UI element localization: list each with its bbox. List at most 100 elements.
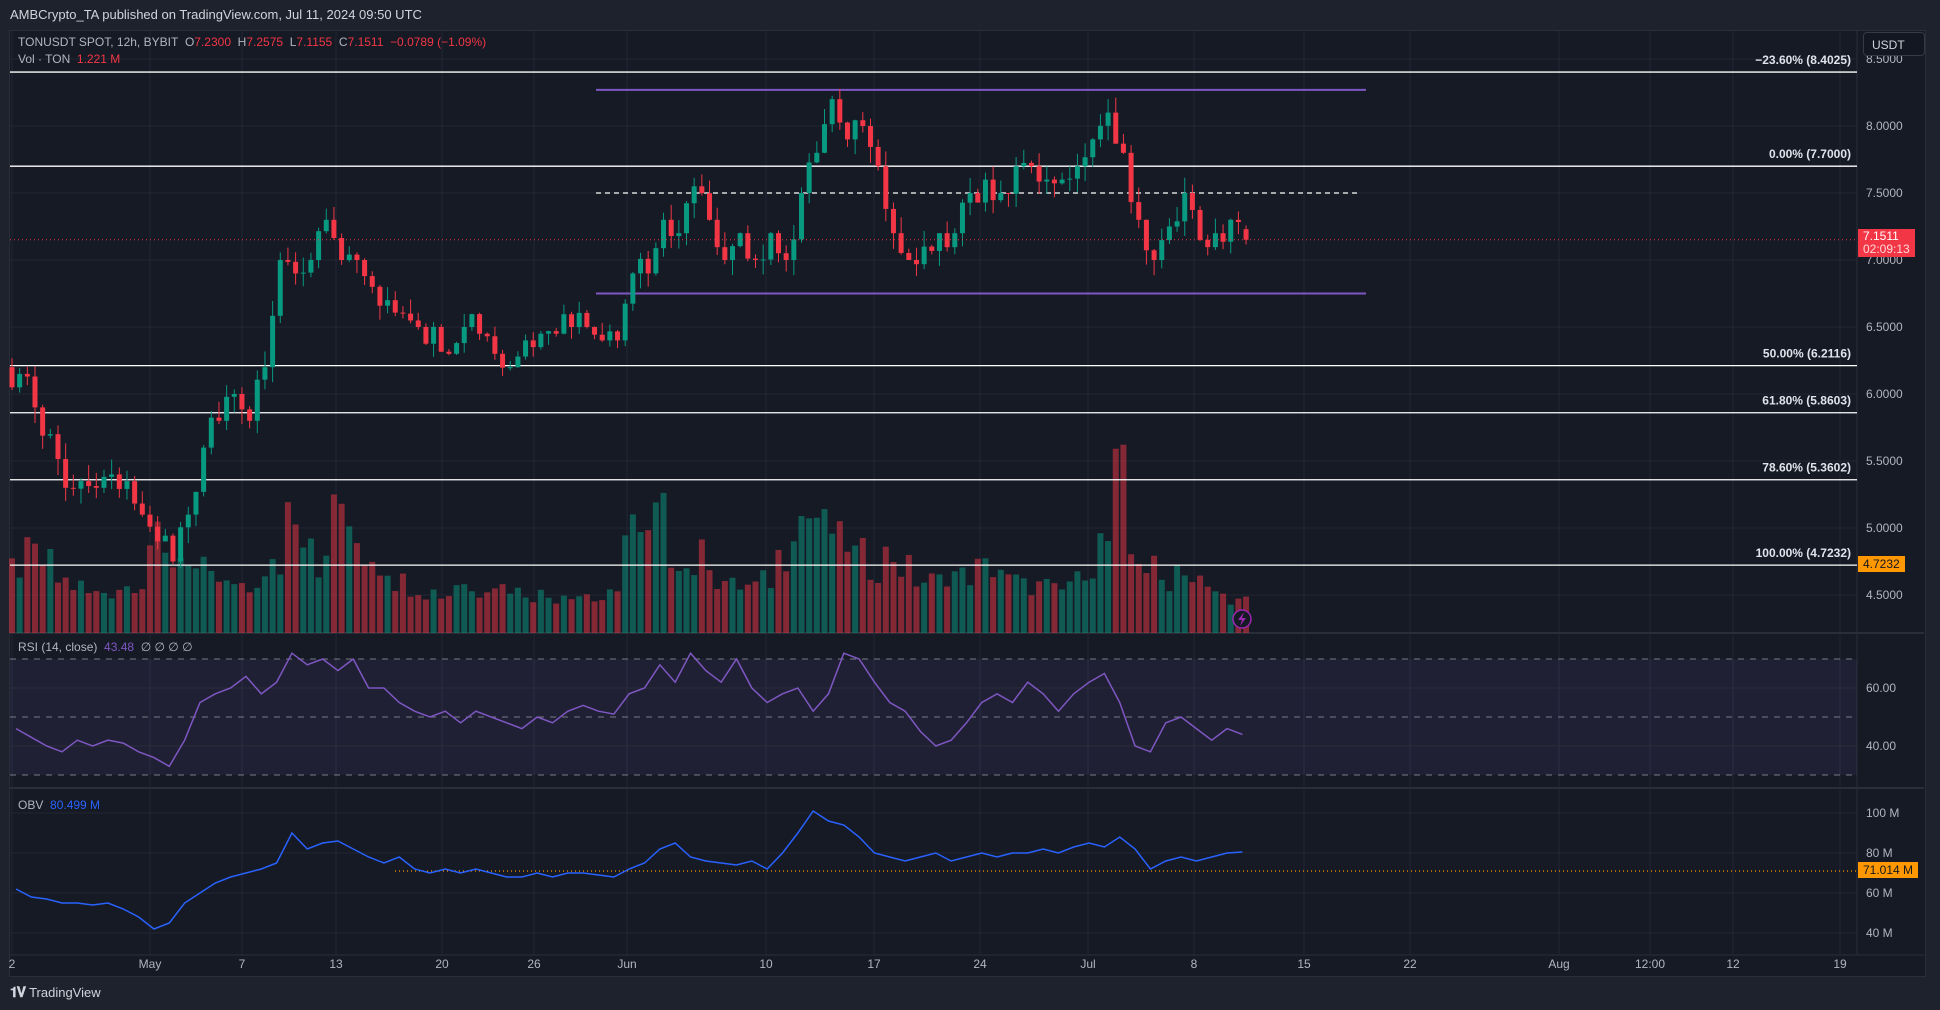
- candle-body: [653, 248, 659, 274]
- low-value: 7.1155: [296, 35, 333, 49]
- candle-body: [270, 315, 276, 368]
- volume-bar: [1220, 593, 1227, 633]
- candle-body: [1105, 112, 1111, 126]
- volume-bar: [821, 509, 828, 633]
- volume-bar: [729, 577, 736, 633]
- time-axis-label: 24: [973, 957, 987, 971]
- symbol-name[interactable]: TONUSDT SPOT, 12h, BYBIT: [18, 35, 179, 49]
- candle-body: [484, 333, 490, 337]
- candle-body: [239, 394, 245, 410]
- volume-bar: [867, 579, 874, 633]
- candle-body: [1028, 162, 1034, 167]
- candle-body: [913, 260, 919, 265]
- volume-bar: [982, 558, 989, 633]
- candle-body: [178, 527, 184, 562]
- volume-bar: [300, 547, 307, 633]
- volume-bar: [668, 567, 675, 633]
- candle-body: [262, 367, 268, 380]
- volume-bar: [775, 549, 782, 633]
- candle-body: [852, 120, 858, 140]
- volume-bar: [338, 503, 345, 633]
- candle-body: [78, 481, 84, 489]
- volume-bar: [1059, 589, 1066, 633]
- candle-body: [415, 320, 421, 327]
- currency-button[interactable]: USDT: [1863, 32, 1925, 56]
- candle-body: [254, 379, 260, 421]
- volume-bar: [1013, 574, 1020, 633]
- chart-panel[interactable]: [9, 30, 1926, 977]
- low-label: L: [289, 35, 297, 49]
- volume-bar: [836, 521, 843, 633]
- candle-body: [193, 491, 199, 515]
- price-axis-label: 6.0000: [1866, 387, 1903, 401]
- candle-body: [607, 331, 613, 341]
- candle-body: [116, 474, 122, 489]
- rsi-label[interactable]: RSI (14, close): [18, 640, 98, 654]
- volume-bar: [675, 570, 682, 633]
- volume-bar: [461, 584, 468, 633]
- volume-bar: [1204, 586, 1211, 633]
- volume-bar: [292, 524, 299, 633]
- candle-body: [875, 146, 881, 167]
- volume-bar: [453, 585, 460, 633]
- volume-bar: [721, 581, 728, 633]
- candle-body: [530, 340, 536, 348]
- rsi-extra: ∅ ∅ ∅ ∅: [140, 640, 193, 654]
- volume-bar: [1128, 554, 1135, 633]
- candle-body: [844, 122, 850, 140]
- candle-body: [216, 417, 222, 421]
- candle-body: [32, 376, 38, 408]
- volume-bar: [752, 581, 759, 633]
- candle-body: [109, 474, 115, 477]
- close-value: 7.1511: [347, 35, 384, 49]
- tradingview-logo-icon: 𝟏𝐕: [10, 984, 26, 1000]
- volume-bar: [913, 586, 920, 633]
- volume-bar: [951, 571, 958, 633]
- candle-body: [707, 193, 713, 220]
- candle-body: [668, 219, 674, 237]
- candle-body: [622, 303, 628, 341]
- volume-bar: [246, 592, 253, 633]
- candle-body: [1051, 179, 1057, 184]
- brand-name[interactable]: TradingView: [29, 985, 101, 1000]
- volume-bar: [905, 554, 912, 633]
- candle-body: [1036, 166, 1042, 182]
- obv-label[interactable]: OBV: [18, 798, 44, 812]
- volume-bar: [77, 580, 84, 633]
- candle-body: [162, 535, 168, 542]
- volume-bar: [93, 591, 100, 633]
- volume-bar: [192, 568, 199, 633]
- volume-bar: [1097, 533, 1104, 633]
- volume-legend: Vol · TON 1.221 M: [18, 52, 120, 66]
- candle-body: [599, 334, 605, 341]
- candle-body: [714, 219, 720, 248]
- candle-body: [837, 99, 843, 123]
- time-axis-label: 2: [9, 957, 16, 971]
- candle-body: [185, 514, 191, 528]
- candle-body: [959, 202, 965, 234]
- volume-label[interactable]: Vol · TON: [18, 52, 71, 66]
- candle-body: [492, 336, 498, 354]
- volume-bar: [369, 561, 376, 633]
- volume-bar: [645, 530, 652, 633]
- candle-body: [55, 434, 61, 460]
- candle-body: [753, 258, 759, 260]
- volume-bar: [100, 592, 107, 633]
- volume-bar: [139, 589, 146, 633]
- candle-body: [392, 300, 398, 313]
- volume-bar: [39, 564, 46, 633]
- volume-bar: [576, 596, 583, 633]
- candle-body: [377, 286, 383, 306]
- fib-level-label: 78.60% (5.3602): [1762, 461, 1851, 475]
- volume-bar: [31, 543, 38, 633]
- price-axis-label: 8.0000: [1866, 119, 1903, 133]
- candle-body: [760, 259, 766, 261]
- lightning-icon[interactable]: [1232, 609, 1252, 629]
- volume-bar: [1158, 579, 1165, 633]
- candle-body: [821, 124, 827, 153]
- volume-bar: [1028, 595, 1035, 633]
- candle-body: [523, 340, 529, 357]
- volume-bar: [415, 595, 422, 633]
- volume-bar: [185, 565, 192, 633]
